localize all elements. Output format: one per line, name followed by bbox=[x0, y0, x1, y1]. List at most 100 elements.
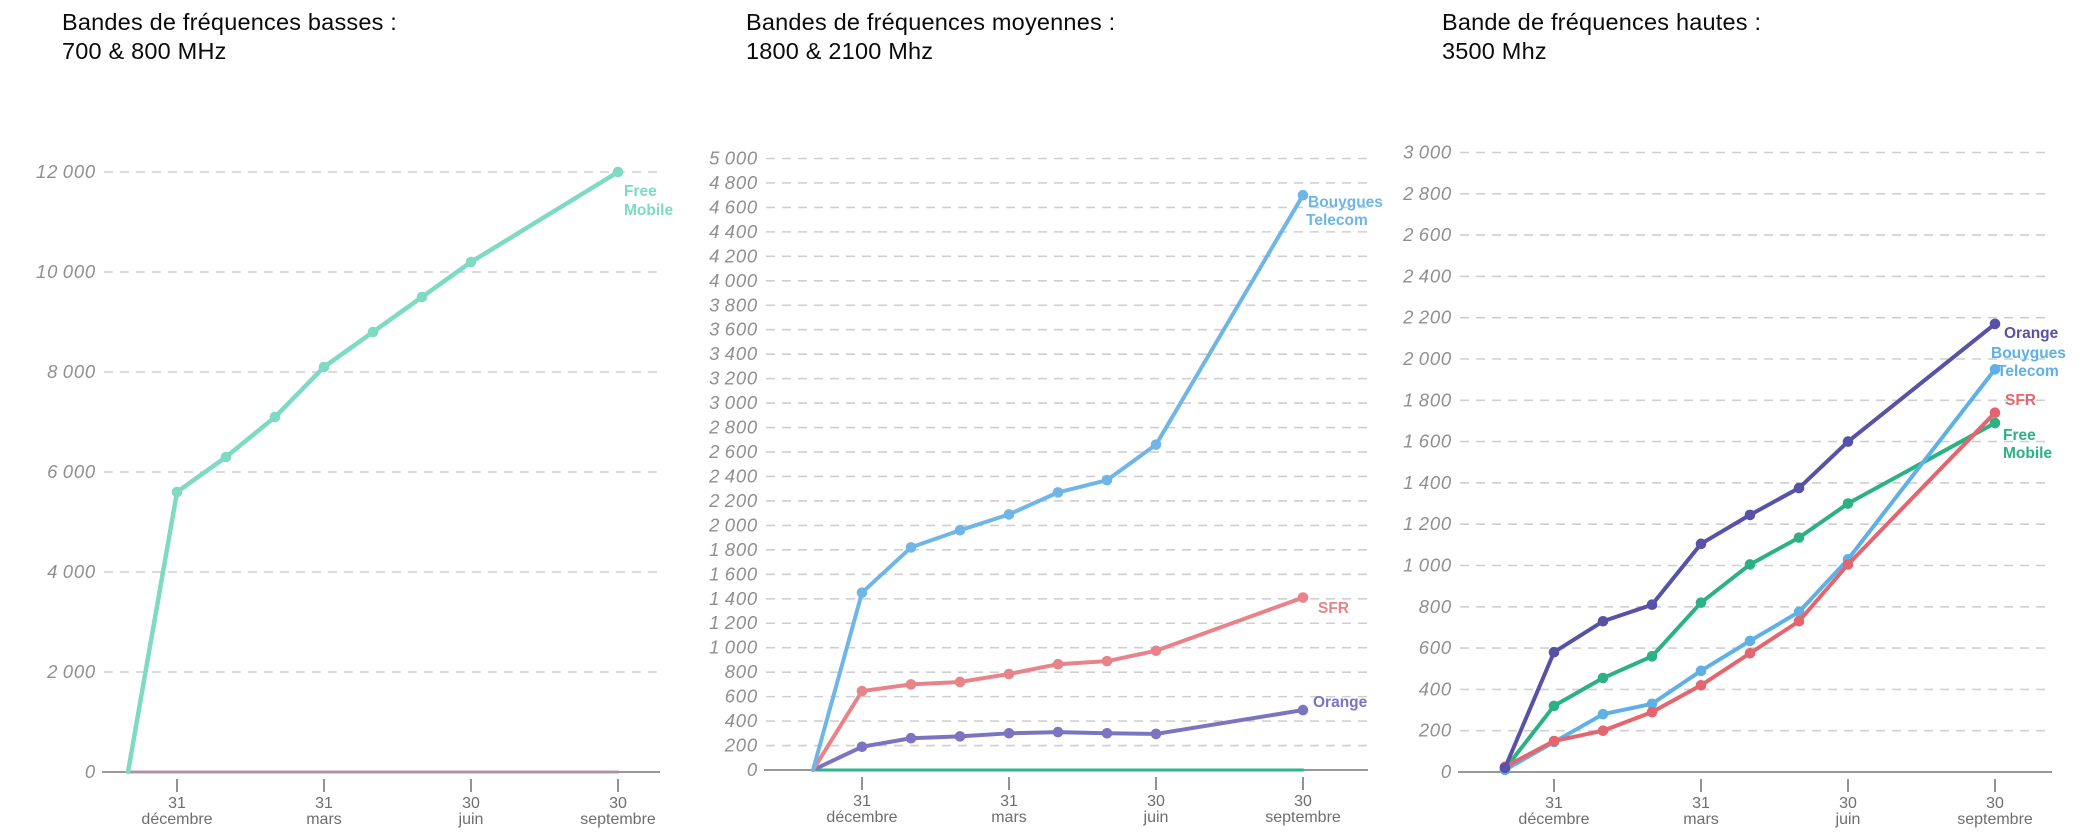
series-sfr-point bbox=[1297, 592, 1309, 603]
series-bouygues-telecom-label: Telecom bbox=[1997, 363, 2059, 380]
y-axis-label: 600 bbox=[1419, 637, 1452, 658]
chart-3: 0 200 400 600 800 1 000 1 200 1 400 1 600 1 800 2 … bbox=[1402, 142, 2066, 829]
series-bouygues-telecom-point bbox=[1744, 635, 1756, 647]
series-bouygues-telecom-point bbox=[1052, 487, 1064, 498]
y-axis-label: 3 600 bbox=[709, 319, 758, 340]
y-axis-label: 3 000 bbox=[709, 392, 758, 413]
y-axis-label: 2 800 bbox=[708, 417, 758, 438]
series-bouygues-telecom-point bbox=[1101, 474, 1113, 486]
x-axis-label-day: 31 bbox=[1692, 795, 1710, 812]
series-orange-line bbox=[811, 708, 1305, 772]
x-axis-label-month: juin bbox=[1143, 809, 1169, 826]
series-bouygues-telecom-point bbox=[1989, 364, 2001, 375]
series-free-mobile-point bbox=[220, 451, 232, 463]
series-bouygues-telecom-label: Bouygues bbox=[1991, 345, 2066, 362]
x-axis-label-day: 31 bbox=[1545, 795, 1563, 812]
series-orange-point bbox=[1646, 599, 1658, 611]
x-axis-label-day: 31 bbox=[315, 795, 333, 812]
y-axis-label: 4 400 bbox=[709, 221, 758, 242]
series-sfr-point bbox=[954, 676, 966, 688]
series-sfr-point bbox=[1793, 615, 1805, 627]
series-sfr-point bbox=[1150, 645, 1162, 657]
y-axis-label: 800 bbox=[1419, 596, 1452, 617]
chart1-title-line2: 700 & 800 MHz bbox=[62, 37, 227, 64]
series-free-mobile-point bbox=[171, 486, 183, 498]
series-free-mobile-point bbox=[367, 326, 379, 338]
x-axis-label-month: décembre bbox=[1518, 811, 1589, 828]
y-axis-label: 2 200 bbox=[708, 490, 758, 511]
y-axis-label: 4 600 bbox=[709, 196, 758, 217]
y-axis-label: 1 400 bbox=[1403, 472, 1452, 493]
x-axis-label-month: septembre bbox=[1265, 809, 1341, 826]
x-axis-label-day: 31 bbox=[1000, 793, 1018, 810]
y-axis-label: 8 000 bbox=[47, 361, 96, 382]
series-sfr-point bbox=[1989, 407, 2001, 418]
y-axis-label: 2 000 bbox=[46, 661, 96, 682]
series-free-mobile-label: Mobile bbox=[2003, 445, 2052, 462]
series-orange-point bbox=[1499, 762, 1511, 774]
x-axis-label-month: décembre bbox=[141, 811, 212, 828]
chart3-title: Bande de fréquences hautes : 3500 Mhz bbox=[1442, 8, 1761, 65]
series-bouygues-telecom-point bbox=[1646, 698, 1658, 710]
chart2-title: Bandes de fréquences moyennes : 1800 & 2… bbox=[746, 8, 1115, 65]
y-axis-label: 2 600 bbox=[708, 441, 758, 462]
series-sfr-point bbox=[905, 679, 917, 690]
chart2-title-line1: Bandes de fréquences moyennes : bbox=[746, 9, 1116, 35]
x-axis-label-day: 30 bbox=[609, 795, 627, 812]
series-orange-point bbox=[1989, 318, 2001, 330]
y-axis-label: 1 800 bbox=[1403, 389, 1452, 410]
series-orange-point bbox=[1150, 728, 1162, 740]
y-axis-label: 3 800 bbox=[709, 294, 758, 315]
x-axis-label-month: mars bbox=[306, 811, 342, 828]
series-orange-point bbox=[856, 741, 868, 753]
series-bouygues-telecom-point bbox=[1297, 189, 1309, 201]
series-free-mobile-point bbox=[1842, 498, 1854, 509]
y-axis-label: 2 600 bbox=[1402, 224, 1452, 245]
series-bouygues-telecom-point bbox=[1003, 509, 1015, 520]
y-axis-label: 4 200 bbox=[709, 245, 758, 266]
chart1-title: Bandes de fréquences basses : 700 & 800 … bbox=[62, 8, 397, 65]
series-orange-point bbox=[1003, 728, 1015, 739]
chart2-title-line2: 1800 & 2100 Mhz bbox=[746, 37, 934, 64]
series-bouygues-telecom-label: Telecom bbox=[1306, 212, 1368, 229]
series-bouygues-telecom-point bbox=[1150, 439, 1162, 450]
chart3-title-line2: 3500 Mhz bbox=[1442, 37, 1547, 64]
chart1-title-line1: Bandes de fréquences basses : bbox=[62, 9, 398, 35]
x-axis-label-day: 30 bbox=[1294, 793, 1312, 810]
y-axis-label: 4 000 bbox=[709, 270, 758, 291]
series-orange-point bbox=[1597, 615, 1609, 627]
series-orange-label: Orange bbox=[1313, 694, 1368, 711]
y-axis-label: 0 bbox=[1441, 761, 1452, 782]
series-sfr-point bbox=[1646, 706, 1658, 718]
series-orange-point bbox=[1548, 646, 1560, 658]
series-orange-line bbox=[1503, 321, 1997, 770]
series-free-mobile-line bbox=[1503, 421, 1997, 771]
y-axis-label: 2 200 bbox=[1402, 307, 1452, 328]
series-orange-point bbox=[905, 732, 917, 744]
series-free-mobile-point bbox=[1597, 672, 1609, 684]
y-axis-label: 10 000 bbox=[36, 261, 96, 282]
x-axis-label-month: septembre bbox=[1957, 811, 2033, 828]
series-sfr-point bbox=[1101, 655, 1113, 667]
series-sfr-point bbox=[1744, 647, 1756, 659]
y-axis-label: 1 800 bbox=[709, 539, 758, 560]
series-sfr-point bbox=[1695, 679, 1707, 691]
x-axis-label-day: 30 bbox=[1839, 795, 1857, 812]
x-axis-label-month: mars bbox=[1683, 811, 1719, 828]
series-orange-label: Orange bbox=[2004, 325, 2059, 342]
x-axis-label-month: juin bbox=[458, 811, 484, 828]
series-free-mobile-point bbox=[612, 166, 624, 178]
series-free-mobile-label: Free bbox=[624, 183, 657, 200]
series-free-mobile-point bbox=[465, 256, 477, 268]
series-free-mobile-point bbox=[416, 291, 428, 303]
x-axis-label-day: 30 bbox=[1147, 793, 1165, 810]
series-bouygues-telecom-point bbox=[856, 587, 868, 598]
y-axis-label: 12 000 bbox=[36, 161, 96, 182]
chart-2: 0 200 400 600 800 1 000 1 200 1 400 1 600 1 800 2 … bbox=[708, 148, 1383, 827]
series-orange-point bbox=[1793, 482, 1805, 494]
x-axis-label-day: 31 bbox=[168, 795, 186, 812]
series-sfr-point bbox=[1052, 658, 1064, 670]
series-free-mobile-point bbox=[1646, 651, 1658, 662]
